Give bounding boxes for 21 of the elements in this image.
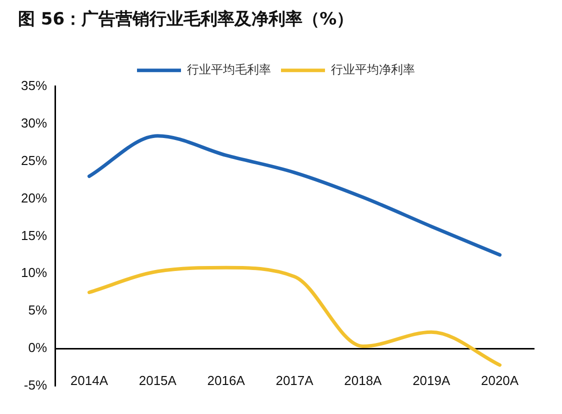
y-tick-label: 5% [28,302,48,318]
line-series [87,266,502,367]
y-tick-label: 15% [20,228,48,243]
chart-title: 图 56：广告营销行业毛利率及净利率（%） [18,10,354,30]
y-tick-label: 30% [20,115,48,130]
line-series [87,134,502,257]
legend-label: 行业平均净利率 [331,62,415,77]
x-tick-label: 2018A [344,372,382,388]
x-tick-label: 2016A [207,372,246,388]
legend-label: 行业平均毛利率 [187,62,271,77]
x-tick-label: 2017A [276,372,314,388]
y-tick-label: 20% [20,190,48,206]
y-tick-label: 25% [20,152,48,168]
y-tick-label: -5% [24,378,48,393]
x-tick-label: 2015A [138,372,177,388]
x-tick-label: 2014A [70,372,108,388]
x-tick-label: 2019A [412,372,450,388]
x-tick-label: 2020A [480,372,519,388]
y-tick-label: 10% [20,265,48,280]
y-tick-label: 35% [20,78,48,93]
y-tick-label: 0% [28,340,48,356]
